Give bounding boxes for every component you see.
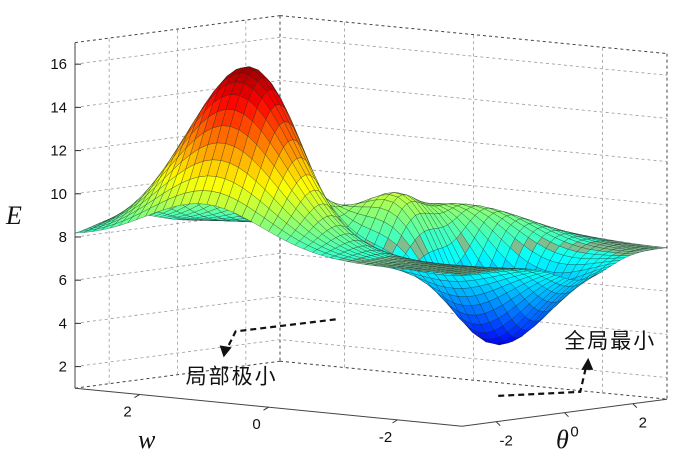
surface-mesh	[74, 66, 668, 346]
global-min-label: 全局最小	[564, 329, 656, 353]
axes-box	[74, 15, 668, 427]
w-tick-label: 0	[252, 416, 260, 433]
surface-cell	[453, 273, 467, 276]
theta-tick-mark	[632, 403, 638, 409]
global-min-arrow	[498, 365, 588, 397]
w-tick-mark	[392, 419, 398, 424]
local-min-arrow	[224, 318, 336, 352]
theta-tick-label: 0	[570, 424, 578, 441]
theta-tick-label: -2	[499, 433, 512, 450]
local-min-label: 局部极小	[186, 364, 278, 388]
theta-tick-mark	[495, 421, 501, 427]
z-axis-label: E	[5, 201, 22, 230]
theta-axis-label: θ	[556, 425, 569, 454]
w-tick-mark	[134, 394, 140, 398]
theta-tick-label: 2	[639, 415, 647, 432]
z-tick-label: 12	[50, 143, 67, 160]
box-top-edge	[279, 15, 668, 55]
grid-line	[74, 36, 668, 76]
global-min-arrowhead	[581, 357, 594, 370]
annotations: 局部极小 全局最小	[186, 318, 656, 397]
z-tick-label: 14	[50, 99, 67, 116]
grid-line	[74, 79, 668, 119]
z-tick-label: 4	[59, 315, 67, 332]
theta-tick-mark	[564, 412, 569, 418]
w-tick-label: 2	[123, 404, 131, 421]
z-tick-label: 8	[59, 229, 67, 246]
grid-line	[74, 252, 668, 292]
local-min-arrowhead	[219, 345, 232, 358]
w-tick-label: -2	[379, 429, 392, 446]
z-tick-label: 16	[50, 56, 67, 73]
z-tick-label: 6	[59, 272, 67, 289]
box-top-edge	[74, 15, 281, 44]
w-tick-mark	[263, 406, 269, 411]
grid-line	[74, 295, 668, 335]
z-axis-ticks: 2 4 6 8 10 12 14 16 E	[5, 56, 81, 376]
grid-line	[74, 339, 668, 378]
w-axis-label: w	[138, 425, 156, 454]
grid-line	[74, 123, 668, 162]
z-tick-label: 10	[50, 186, 67, 203]
z-tick-label: 2	[59, 359, 67, 376]
